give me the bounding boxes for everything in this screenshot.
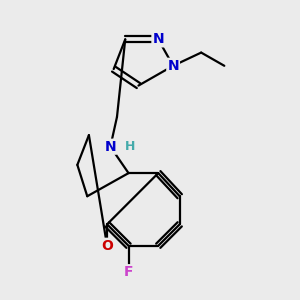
Text: N: N <box>167 59 179 73</box>
Text: N: N <box>152 32 164 46</box>
Text: O: O <box>101 239 113 253</box>
Text: H: H <box>125 140 136 153</box>
Text: F: F <box>124 265 133 279</box>
Text: N: N <box>105 140 116 154</box>
